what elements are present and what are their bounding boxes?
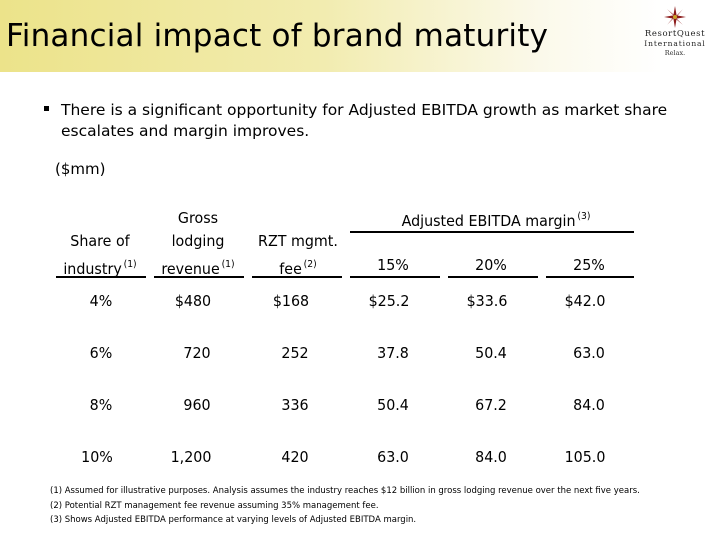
cell-fee: 252 xyxy=(281,344,309,362)
footnote-3: (3) Shows Adjusted EBITDA performance at… xyxy=(50,515,417,525)
header-share-line2: industry xyxy=(63,260,122,278)
header-gross: Gross lodging revenue (1) xyxy=(154,207,242,281)
cell-margin-25: 63.0 xyxy=(573,344,605,362)
cell-margin-20: 84.0 xyxy=(475,448,507,466)
unit-label: ($mm) xyxy=(55,160,106,178)
cell-share: 4% xyxy=(89,292,113,310)
group-header-note: (3) xyxy=(577,211,591,222)
square-bullet-icon xyxy=(44,106,49,111)
header-gross-line2: lodging xyxy=(171,232,225,250)
compass-star-icon xyxy=(664,6,686,28)
cell-margin-25: 84.0 xyxy=(573,396,605,414)
group-header-label: Adjusted EBITDA margin xyxy=(401,212,576,230)
cell-fee: 336 xyxy=(281,396,309,414)
footnote-2: (2) Potential RZT management fee revenue… xyxy=(50,501,379,511)
footnote-1: (1) Assumed for illustrative purposes. A… xyxy=(50,486,640,496)
cell-gross: $480 xyxy=(174,292,212,310)
cell-gross: 720 xyxy=(183,344,211,362)
cell-fee: 420 xyxy=(281,448,309,466)
header-margin-20: 20% xyxy=(475,256,507,274)
header-gross-line3: revenue xyxy=(161,260,220,278)
logo-tagline: Relax. xyxy=(664,49,686,57)
cell-share: 8% xyxy=(89,396,113,414)
header-fee-line1: RZT mgmt. xyxy=(258,232,338,250)
logo-name: ResortQuest xyxy=(644,29,706,39)
header-fee-note: (2) xyxy=(303,259,317,270)
header-fee-line2: fee xyxy=(279,260,302,278)
cell-gross: 960 xyxy=(183,396,211,414)
cell-margin-20: $33.6 xyxy=(466,292,508,310)
cell-share: 10% xyxy=(81,448,113,466)
header-rule-m20 xyxy=(448,276,538,278)
header-rule-m25 xyxy=(546,276,634,278)
header-share: Share of industry (1) xyxy=(56,230,144,281)
title-bar: Financial impact of brand maturity xyxy=(0,0,720,72)
header-margin-25: 25% xyxy=(573,256,605,274)
cell-margin-15: 50.4 xyxy=(377,396,409,414)
group-header-rule xyxy=(350,231,634,233)
header-gross-note: (1) xyxy=(221,259,235,270)
group-header-ebitda: Adjusted EBITDA margin (3) xyxy=(371,205,621,233)
cell-margin-20: 67.2 xyxy=(475,396,507,414)
cell-margin-20: 50.4 xyxy=(475,344,507,362)
cell-margin-15: $25.2 xyxy=(368,292,410,310)
company-logo: ResortQuest International Relax. xyxy=(632,6,718,68)
logo-subname: International xyxy=(644,39,706,48)
page-title: Financial impact of brand maturity xyxy=(6,18,549,54)
header-rule-fee xyxy=(252,276,342,278)
cell-margin-15: 37.8 xyxy=(377,344,409,362)
header-rule-m15 xyxy=(350,276,440,278)
cell-margin-25: $42.0 xyxy=(564,292,606,310)
cell-margin-15: 63.0 xyxy=(377,448,409,466)
header-gross-line1: Gross xyxy=(177,209,219,227)
cell-margin-25: 105.0 xyxy=(564,448,606,466)
header-share-line1: Share of xyxy=(70,232,130,250)
bullet-text: There is a significant opportunity for A… xyxy=(61,101,668,140)
header-rule-share xyxy=(56,276,146,278)
header-fee: RZT mgmt. fee (2) xyxy=(254,230,342,281)
header-rule-gross xyxy=(154,276,244,278)
cell-gross: 1,200 xyxy=(170,448,212,466)
header-margin-15: 15% xyxy=(377,256,409,274)
cell-share: 6% xyxy=(89,344,113,362)
cell-fee: $168 xyxy=(272,292,310,310)
header-share-note: (1) xyxy=(123,259,137,270)
